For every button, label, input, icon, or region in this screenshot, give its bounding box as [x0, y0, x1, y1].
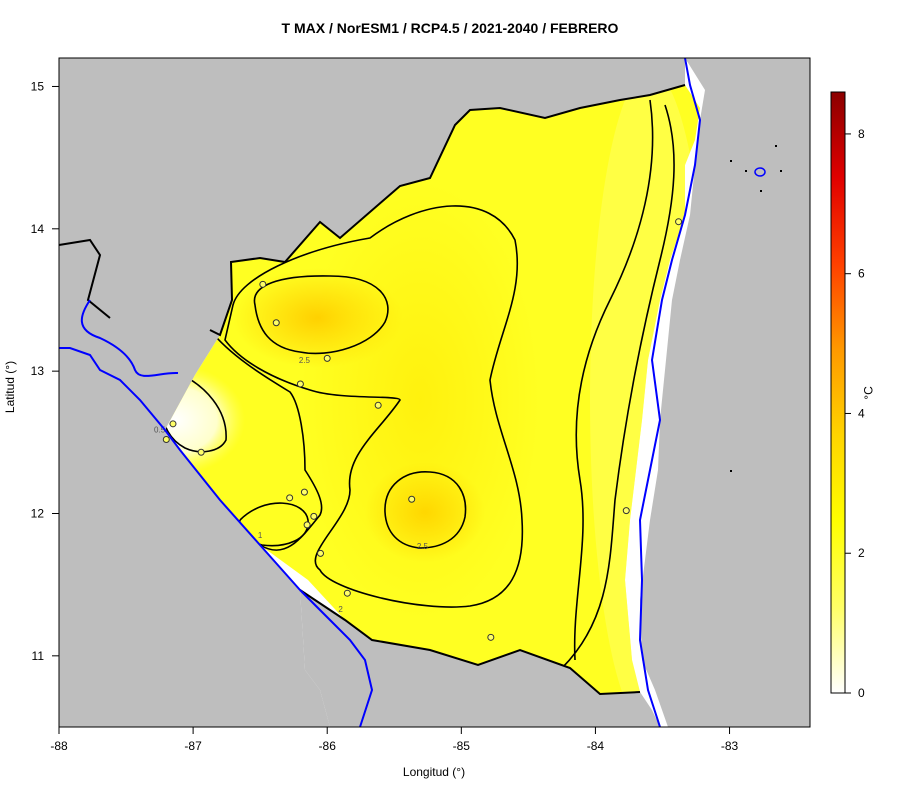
cay-marker	[780, 170, 782, 172]
station-marker	[272, 319, 280, 327]
contour-labels: 2.5 2.5 2 0.5 1	[154, 356, 429, 614]
colorbar-ticks: 0 2 4 6 8	[845, 127, 865, 700]
cay-marker	[745, 170, 747, 172]
pacific-gulf-land	[59, 348, 330, 727]
contour-lines	[165, 99, 675, 669]
colorbar-tick-label: 8	[858, 127, 865, 141]
colorbar-unit-label: °C	[861, 386, 876, 400]
cay-marker	[775, 145, 777, 147]
contour-north-ring	[253, 275, 389, 355]
gulf-fonseca-coast	[80, 299, 179, 377]
plot-frame	[58, 57, 811, 728]
y-tick-label: 11	[32, 649, 45, 663]
y-axis: 11 12 13 14 15	[31, 79, 59, 663]
contour-label: 0.5	[154, 426, 166, 435]
costa-rica-land	[300, 590, 660, 727]
costa-rica-border	[299, 589, 641, 696]
honduras-border	[209, 84, 686, 337]
salvador-border	[58, 238, 111, 319]
station-marker	[197, 448, 205, 456]
cay-marker	[730, 470, 732, 472]
honduras-land	[59, 58, 685, 430]
caribbean-cays	[730, 145, 782, 472]
contour-east-1.5	[573, 99, 654, 661]
contour-0.5	[165, 372, 227, 453]
y-tick-label: 12	[31, 506, 45, 520]
x-tick-label: -88	[50, 739, 68, 753]
x-tick-label: -84	[587, 739, 605, 753]
station-marker	[300, 488, 308, 496]
cay-marker	[760, 190, 762, 192]
contour-label: 2.5	[299, 356, 311, 365]
colorbar-tick-label: 4	[858, 406, 865, 420]
cay-marker	[730, 160, 732, 162]
costa-rica-pacific-coast	[299, 589, 374, 728]
warm-band-center	[300, 180, 540, 620]
station-marker	[317, 549, 325, 557]
y-tick-label: 14	[31, 222, 45, 236]
station-marker	[296, 380, 304, 388]
station-marker	[323, 354, 331, 362]
stations	[162, 218, 683, 641]
station-marker	[286, 494, 294, 502]
political-borders	[58, 84, 686, 696]
colorbar-ramp	[830, 91, 846, 694]
station-marker	[408, 495, 416, 503]
y-axis-label: Latitud (°)	[3, 360, 17, 414]
colorbar-tick-label: 2	[858, 546, 865, 560]
x-tick-label: -83	[721, 739, 739, 753]
caribbean-coast	[638, 57, 702, 728]
colorbar-tick-label: 0	[858, 686, 865, 700]
x-axis: -88 -87 -86 -85 -84 -83	[50, 727, 739, 753]
cool-region-pacific	[165, 365, 245, 475]
station-marker	[169, 420, 177, 428]
map-title: T MAX / NorESM1 / RCP4.5 / 2021-2040 / F…	[281, 20, 619, 36]
colorbar-tick-label: 6	[858, 267, 865, 281]
colorbar: 0 2 4 6 8	[830, 91, 865, 700]
station-marker	[374, 401, 382, 409]
x-tick-label: -87	[184, 739, 202, 753]
coastlines	[59, 57, 702, 728]
contour-2-main	[224, 205, 524, 608]
y-tick-label: 13	[31, 364, 45, 378]
contour-label: 1	[258, 531, 263, 540]
station-marker	[310, 512, 318, 520]
contour-east-1	[561, 104, 675, 669]
contour-label: 2.5	[417, 542, 429, 551]
island-corn	[754, 167, 766, 177]
caribbean-east-land	[640, 58, 810, 727]
x-axis-label: Longitud (°)	[402, 765, 466, 779]
y-tick-label: 15	[31, 79, 45, 93]
station-marker	[303, 521, 311, 529]
contour-south-ring	[384, 471, 467, 549]
x-tick-label: -85	[453, 739, 471, 753]
station-marker	[622, 507, 630, 515]
station-marker	[675, 218, 683, 226]
x-tick-label: -86	[319, 739, 337, 753]
station-marker	[343, 589, 351, 597]
pacific-coast	[59, 347, 301, 591]
station-marker	[259, 280, 267, 288]
contour-label: 2	[338, 605, 343, 614]
station-marker	[162, 435, 170, 443]
station-marker	[487, 633, 495, 641]
